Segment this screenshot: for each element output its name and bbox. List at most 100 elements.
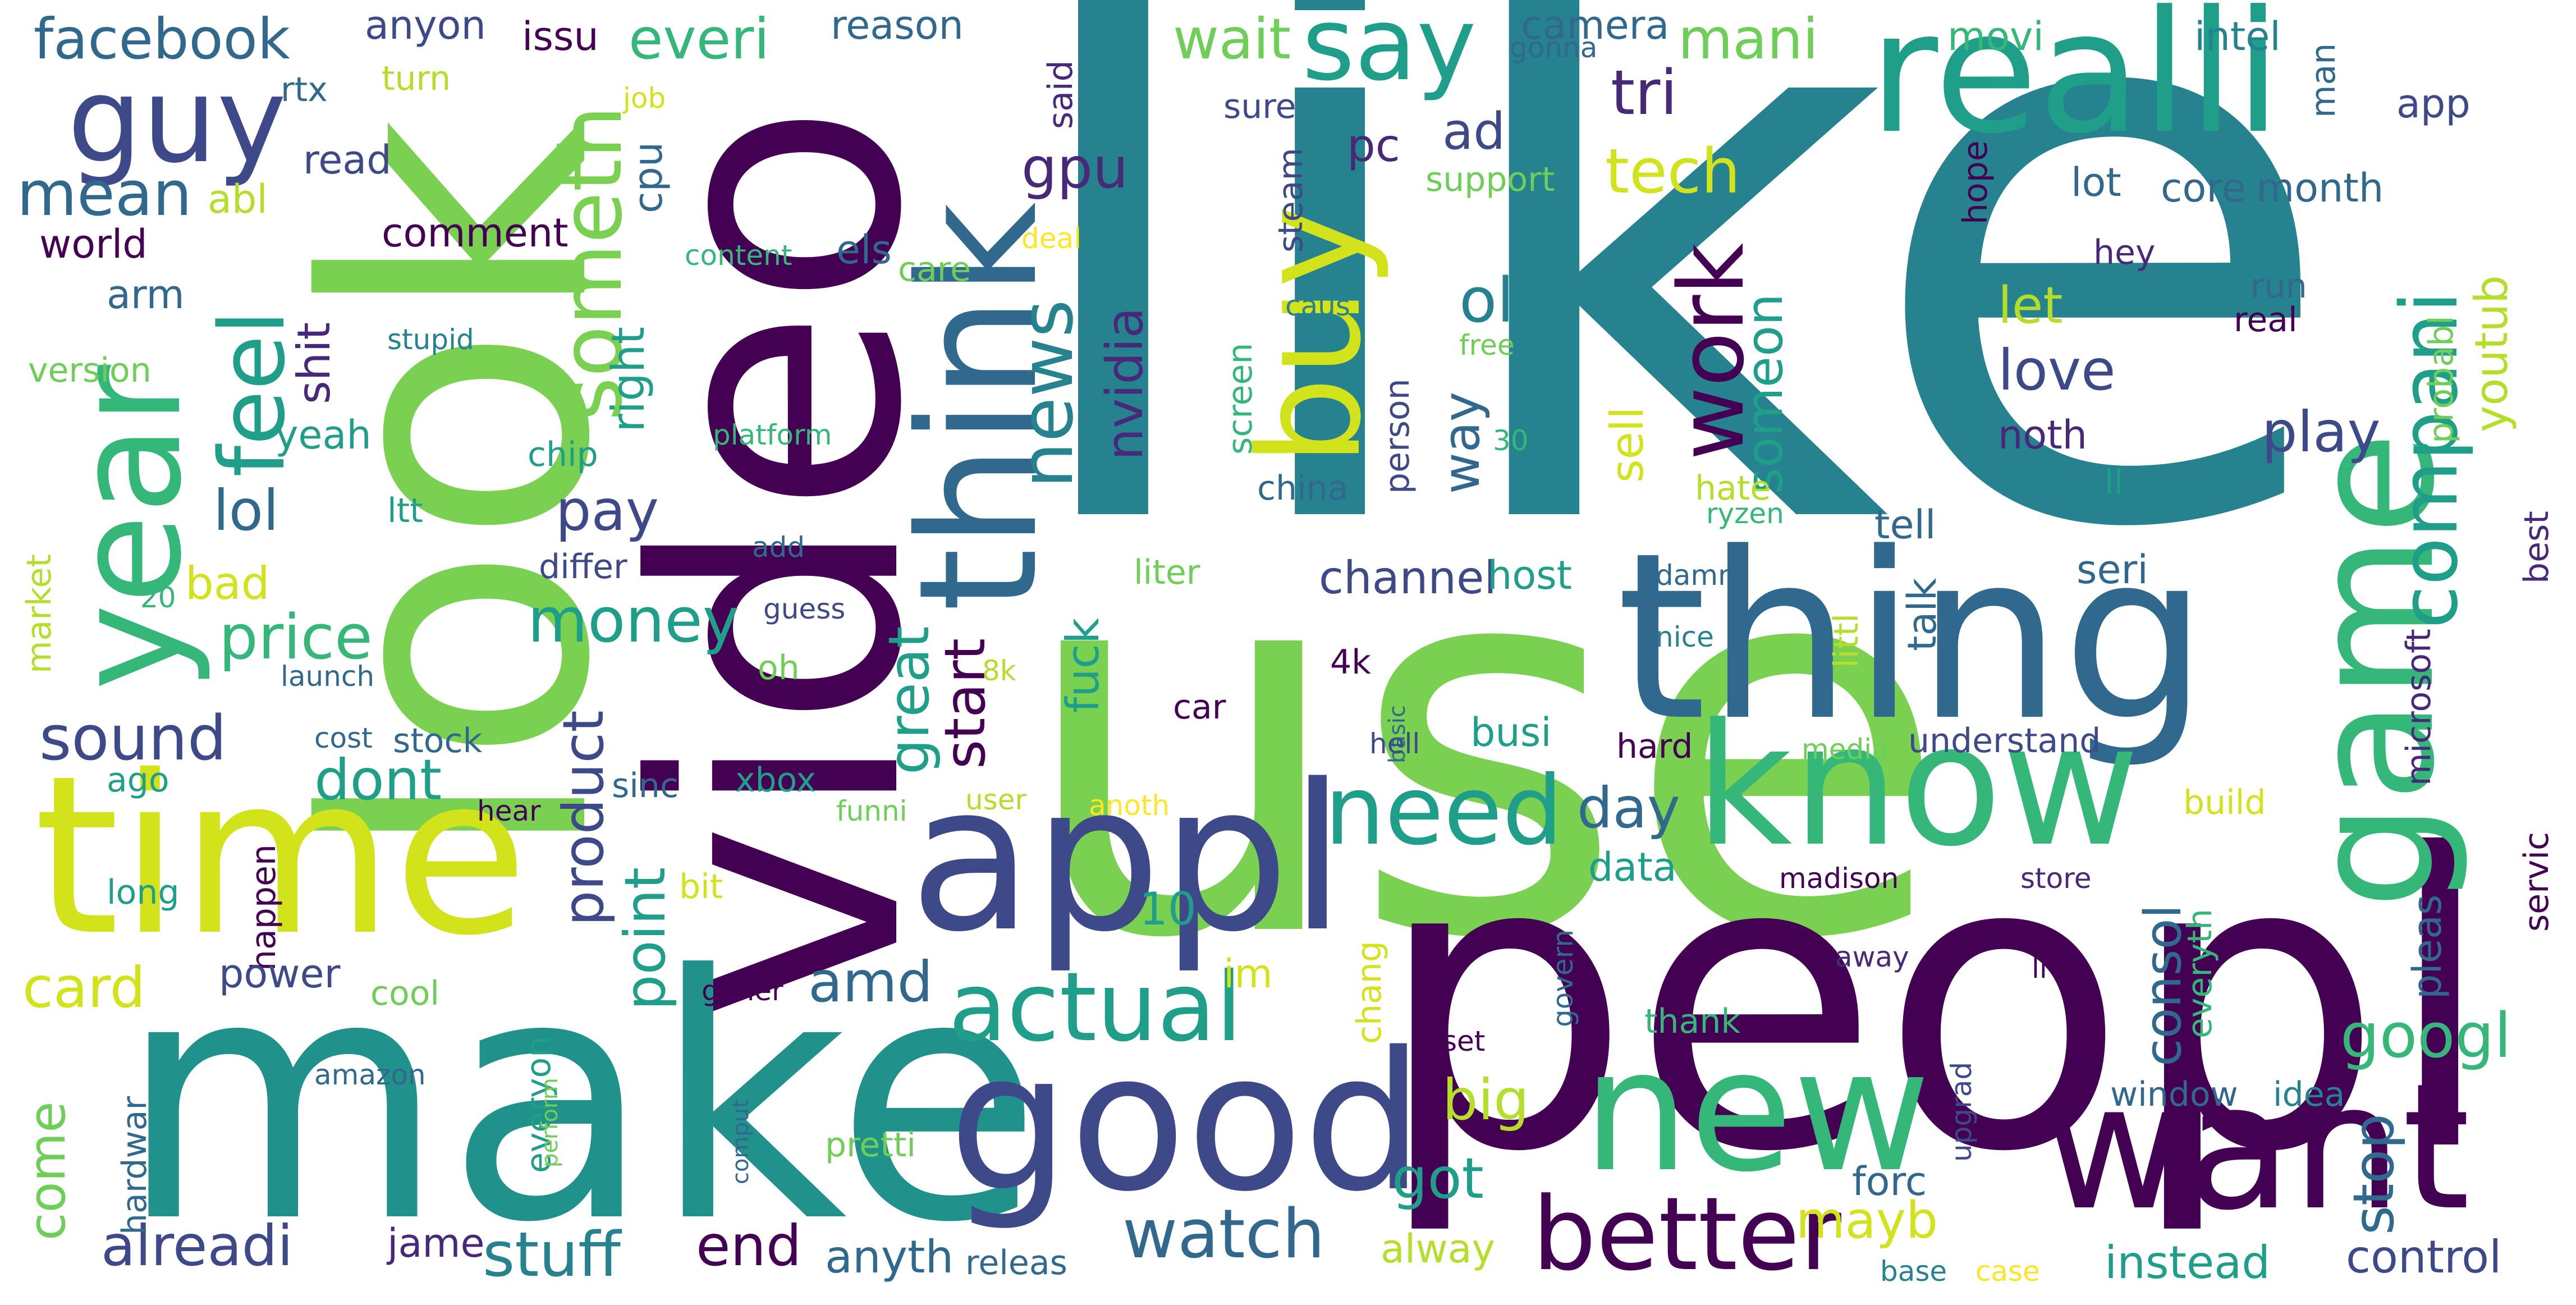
word-appl: appl bbox=[909, 741, 1346, 976]
word-wait: wait bbox=[1173, 6, 1291, 72]
word-card: card bbox=[22, 955, 146, 1020]
word-stock: stock bbox=[393, 721, 483, 761]
word-cost: cost bbox=[314, 722, 373, 754]
word-product: product bbox=[551, 710, 616, 926]
word-buy: buy bbox=[1229, 204, 1392, 466]
word-idea: idea bbox=[2273, 1075, 2345, 1114]
word-real: real bbox=[2234, 300, 2298, 340]
word-damn: damn bbox=[1656, 559, 1736, 592]
word-20: 20 bbox=[140, 581, 176, 614]
word-googl: googl bbox=[2340, 1000, 2511, 1072]
word-movi: movi bbox=[1947, 13, 2044, 59]
word-tri: tri bbox=[1611, 57, 1677, 129]
word-content: content bbox=[685, 239, 792, 272]
word-run: run bbox=[2250, 267, 2307, 306]
word-come: come bbox=[18, 1101, 77, 1240]
word-case: case bbox=[1975, 1255, 2040, 1288]
word-intel: intel bbox=[2194, 13, 2281, 59]
word-instead: instead bbox=[2105, 1237, 2270, 1289]
word-way: way bbox=[1432, 391, 1491, 494]
word-4k: 4k bbox=[1330, 643, 1371, 682]
word-alreadi: alreadi bbox=[101, 1213, 294, 1279]
word-busi: busi bbox=[1470, 709, 1552, 755]
word-platform: platform bbox=[713, 419, 832, 451]
word-releas: releas bbox=[965, 1243, 1067, 1283]
word-peopl: peopl bbox=[1375, 770, 2496, 1240]
word-caus: caus bbox=[1285, 290, 1350, 322]
word-window: window bbox=[2110, 1075, 2238, 1114]
word-channel: channel bbox=[1319, 552, 1497, 604]
word-microsoft: microsoft bbox=[2399, 629, 2439, 786]
word-lot: lot bbox=[2071, 159, 2121, 205]
word-free: free bbox=[1459, 329, 1515, 361]
word-mean: mean bbox=[17, 158, 192, 230]
word-probabl: probabl bbox=[2422, 315, 2461, 443]
word-want: want bbox=[2043, 1046, 2470, 1249]
word-seri: seri bbox=[2077, 547, 2148, 593]
word-actual: actual bbox=[948, 952, 1243, 1063]
word-bad: bad bbox=[185, 557, 270, 610]
word-guy: guy bbox=[67, 52, 287, 189]
word-ltt: ltt bbox=[387, 491, 423, 530]
word-china: china bbox=[1257, 469, 1349, 508]
word-news: news bbox=[1004, 299, 1089, 488]
word-bit: bit bbox=[679, 867, 723, 906]
word-base: base bbox=[1880, 1255, 1947, 1288]
word-10: 10 bbox=[1139, 883, 1197, 935]
word-hear: hear bbox=[477, 795, 541, 827]
word-screen: screen bbox=[1221, 342, 1260, 455]
word-power: power bbox=[219, 951, 341, 997]
word-say: say bbox=[1302, 0, 1477, 103]
word-camera: camera bbox=[1521, 2, 1670, 48]
word-build: build bbox=[2183, 783, 2266, 822]
word-reason: reason bbox=[831, 2, 964, 48]
word-thank: thank bbox=[1644, 1002, 1741, 1041]
word-hate: hate bbox=[1695, 469, 1771, 508]
word-stop: stop bbox=[2341, 1114, 2407, 1235]
word-dont: dont bbox=[314, 747, 442, 813]
word-pleas: pleas bbox=[2404, 894, 2450, 999]
word-sound: sound bbox=[39, 702, 227, 774]
word-cool: cool bbox=[370, 974, 440, 1013]
word-deal: deal bbox=[1021, 222, 1082, 255]
word-better: better bbox=[1532, 1176, 1841, 1293]
word-arm: arm bbox=[107, 272, 185, 318]
word-differ: differ bbox=[539, 547, 627, 587]
word-everyth: everyth bbox=[2180, 908, 2220, 1038]
word-tech: tech bbox=[1605, 135, 1741, 207]
word-user: user bbox=[965, 784, 1027, 816]
word-chip: chip bbox=[528, 435, 598, 474]
word-amazon: amazon bbox=[314, 1059, 426, 1091]
word-add: add bbox=[752, 531, 805, 564]
word-sure: sure bbox=[1223, 87, 1296, 126]
word-littl: littl bbox=[1827, 613, 1866, 668]
word-hope: hope bbox=[1956, 140, 1995, 225]
word-fuck: fuck bbox=[1057, 617, 1109, 713]
word-nice: nice bbox=[1656, 621, 1714, 653]
word-control: control bbox=[2346, 1231, 2502, 1283]
word-sell: sell bbox=[1601, 406, 1653, 483]
word-pretti: pretti bbox=[825, 1125, 916, 1165]
word-version: version bbox=[28, 351, 152, 390]
word-person: person bbox=[1378, 378, 1417, 494]
word-steam: steam bbox=[1271, 148, 1310, 253]
word-right: right bbox=[602, 327, 654, 432]
word-sinc: sinc bbox=[612, 766, 679, 805]
word-30: 30 bbox=[1493, 424, 1529, 457]
word-know: know bbox=[1695, 688, 2140, 883]
word-oh: oh bbox=[758, 648, 800, 688]
word-rtx: rtx bbox=[281, 70, 328, 109]
word-money: money bbox=[528, 584, 739, 656]
word-app: app bbox=[2396, 81, 2470, 127]
word-shit: shit bbox=[288, 322, 340, 404]
word-got: got bbox=[1392, 1146, 1484, 1211]
word-world: world bbox=[39, 221, 148, 267]
word-let: let bbox=[1998, 276, 2063, 335]
word-mani: mani bbox=[1678, 6, 1818, 72]
word-thing: thing bbox=[1616, 503, 2208, 771]
word-love: love bbox=[1998, 337, 2116, 403]
word-year: year bbox=[44, 364, 214, 690]
word-cpu: cpu bbox=[625, 141, 671, 213]
word-point: point bbox=[612, 867, 678, 1010]
word-hardwar: hardwar bbox=[115, 1096, 154, 1235]
